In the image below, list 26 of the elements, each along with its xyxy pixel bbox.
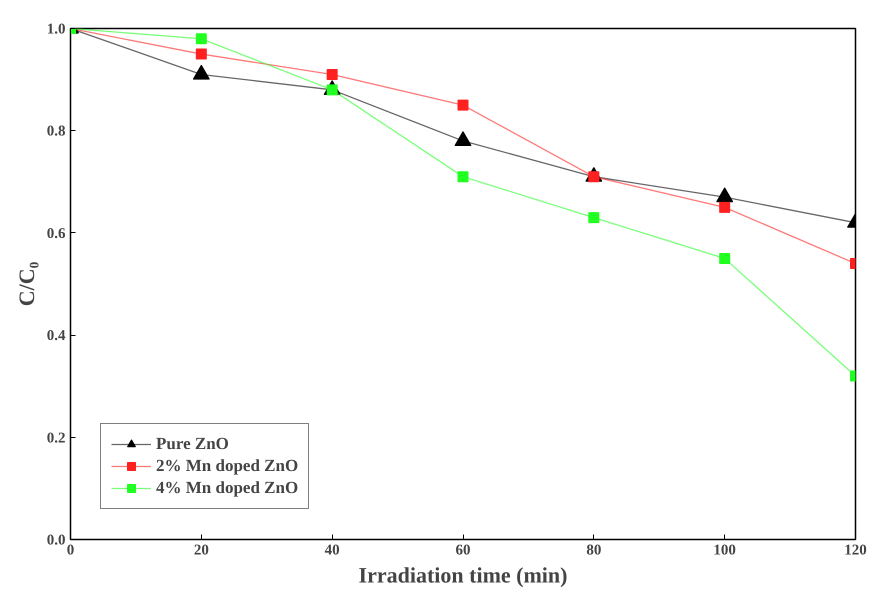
point bbox=[196, 48, 207, 60]
legend-label: 2% Mn doped ZnO bbox=[156, 456, 298, 476]
y-tick-label: 0.6 bbox=[46, 226, 66, 242]
point bbox=[588, 212, 600, 224]
y-tick-label: 0.8 bbox=[46, 124, 66, 140]
y-tick-label: 0.4 bbox=[46, 328, 66, 344]
legend-label: 4% Mn doped ZnO bbox=[156, 478, 298, 498]
point bbox=[326, 68, 338, 80]
legend-label: Pure ZnO bbox=[156, 434, 229, 454]
x-tick-label: 80 bbox=[586, 542, 602, 558]
x-tick-label: 20 bbox=[194, 542, 209, 558]
x-tick-label: 0 bbox=[66, 542, 74, 558]
x-tick-label: 60 bbox=[456, 542, 470, 558]
point bbox=[458, 100, 468, 111]
point bbox=[458, 171, 468, 182]
point bbox=[719, 202, 730, 213]
x-axis-title: Irradiation time (min) bbox=[358, 562, 568, 588]
x-tick-label: 100 bbox=[713, 542, 736, 558]
point bbox=[196, 33, 207, 44]
y-tick-label: 1.0 bbox=[46, 22, 66, 38]
y-tick-label: 0.2 bbox=[46, 430, 66, 446]
y-tick-label: 0.0 bbox=[46, 532, 66, 548]
point bbox=[719, 252, 730, 264]
y-axis-title: C/C₀ bbox=[14, 261, 39, 306]
x-tick-label: 40 bbox=[324, 542, 340, 558]
x-tick-label: 120 bbox=[844, 542, 867, 558]
